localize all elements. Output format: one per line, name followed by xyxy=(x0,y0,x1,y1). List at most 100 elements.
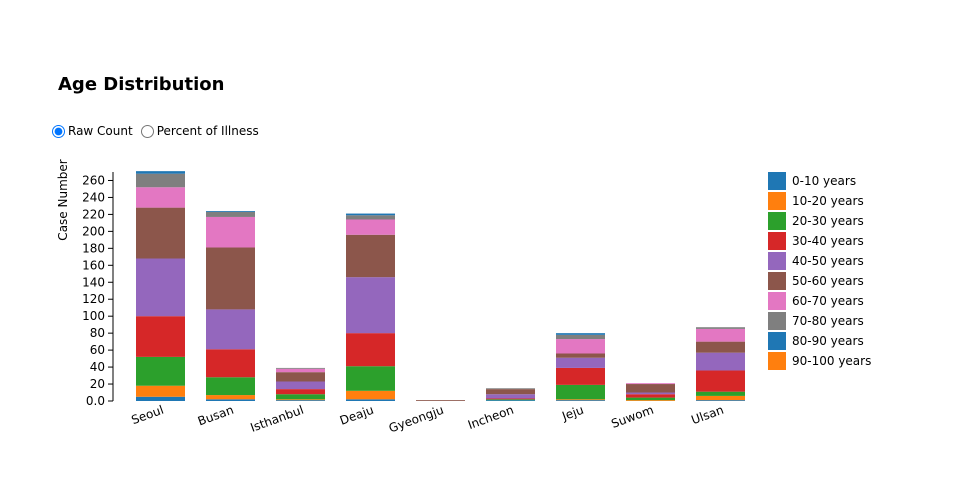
legend-swatch xyxy=(768,192,786,210)
raw-count-option[interactable]: Raw Count xyxy=(52,124,133,138)
bar-segment[interactable] xyxy=(486,394,535,399)
bar-segment[interactable] xyxy=(626,383,675,385)
legend-label: 20-30 years xyxy=(792,214,864,228)
x-tick-label: Incheon xyxy=(466,403,516,432)
bar-segment[interactable] xyxy=(626,400,675,401)
legend-label: 70-80 years xyxy=(792,314,864,328)
bar-segment[interactable] xyxy=(346,333,395,367)
bar-segment[interactable] xyxy=(276,368,325,373)
bar-segment[interactable] xyxy=(556,339,605,354)
bar-segment[interactable] xyxy=(276,400,325,401)
bar-segment[interactable] xyxy=(136,316,185,357)
bar-segment[interactable] xyxy=(206,377,255,396)
legend-label: 90-100 years xyxy=(792,354,871,368)
bar-segment[interactable] xyxy=(206,399,255,401)
bar-segment[interactable] xyxy=(136,258,185,317)
y-tick-label: 180 xyxy=(82,241,105,255)
bar-segment[interactable] xyxy=(626,394,675,398)
bar-segment[interactable] xyxy=(556,357,605,368)
bar-segment[interactable] xyxy=(346,219,395,235)
raw-count-radio[interactable] xyxy=(52,124,65,138)
y-tick-label: 100 xyxy=(82,309,105,323)
bar-segment[interactable] xyxy=(206,211,255,217)
bar-segment[interactable] xyxy=(276,389,325,395)
percent-option[interactable]: Percent of Illness xyxy=(140,124,259,138)
view-mode-toggle: Raw Count Percent of Illness xyxy=(52,124,267,138)
chart-title: Age Distribution xyxy=(58,74,225,95)
y-tick-label: 200 xyxy=(82,224,105,238)
bar-segment[interactable] xyxy=(696,327,745,329)
bar-segment[interactable] xyxy=(346,215,395,220)
y-tick-label: 20 xyxy=(90,377,105,391)
x-tick-label: Busan xyxy=(196,403,236,429)
bar-segment[interactable] xyxy=(696,370,745,392)
legend-swatch xyxy=(768,352,786,370)
bar-segment[interactable] xyxy=(556,400,605,401)
bar-segment[interactable] xyxy=(206,247,255,310)
bar-segment[interactable] xyxy=(486,399,535,401)
y-axis: 0.0 20 40 60 80 100 120 140 160 180 200 220 240 260 xyxy=(82,172,114,408)
bar-segment[interactable] xyxy=(486,400,535,401)
bar-segment[interactable] xyxy=(136,356,185,386)
legend-label: 80-90 years xyxy=(792,334,864,348)
bar-segment[interactable] xyxy=(346,213,395,216)
legend-label: 40-50 years xyxy=(792,254,864,268)
bar-segment[interactable] xyxy=(556,334,605,340)
bar-segment[interactable] xyxy=(696,395,745,401)
bar-segment[interactable] xyxy=(696,400,745,401)
bar-segment[interactable] xyxy=(206,349,255,378)
legend-swatch xyxy=(768,292,786,310)
bar-segment[interactable] xyxy=(136,385,185,397)
bar-segment[interactable] xyxy=(276,372,325,382)
bar-segment[interactable] xyxy=(556,384,605,400)
bar-segment[interactable] xyxy=(276,394,325,400)
bar-segment[interactable] xyxy=(626,384,675,393)
bar-segment[interactable] xyxy=(136,187,185,208)
bar-segment[interactable] xyxy=(556,333,605,335)
bar-segment[interactable] xyxy=(346,366,395,391)
bar-segment[interactable] xyxy=(206,211,255,212)
bar-segment[interactable] xyxy=(136,173,185,188)
legend: 0-10 years 10-20 years 20-30 years 30-40 ye… xyxy=(768,172,871,370)
y-tick-label: 120 xyxy=(82,292,105,306)
x-tick-label: Deaju xyxy=(338,403,376,428)
bar-segment[interactable] xyxy=(206,309,255,350)
y-tick-label: 160 xyxy=(82,258,105,272)
bar-segment[interactable] xyxy=(136,396,185,401)
y-tick-label: 140 xyxy=(82,275,105,289)
bar-segment[interactable] xyxy=(346,390,395,400)
legend-label: 60-70 years xyxy=(792,294,864,308)
bar-segment[interactable] xyxy=(276,381,325,390)
bar-segment[interactable] xyxy=(346,234,395,278)
bar-segment[interactable] xyxy=(556,367,605,385)
bar-segment[interactable] xyxy=(486,389,535,395)
legend-swatch xyxy=(768,332,786,350)
y-axis-label: Case Number xyxy=(56,159,70,240)
bar-segment[interactable] xyxy=(486,388,535,390)
bar-segment[interactable] xyxy=(276,367,325,369)
bar-segment[interactable] xyxy=(696,352,745,371)
legend-swatch xyxy=(768,212,786,230)
bar-segment[interactable] xyxy=(206,395,255,400)
bar-segment[interactable] xyxy=(136,171,185,174)
bar-segment[interactable] xyxy=(556,399,605,401)
legend-swatch xyxy=(768,252,786,270)
bar-segment[interactable] xyxy=(696,328,745,342)
bar-segment[interactable] xyxy=(696,391,745,396)
bar-segment[interactable] xyxy=(696,341,745,353)
bar-segment[interactable] xyxy=(416,400,465,401)
percent-radio[interactable] xyxy=(140,124,154,138)
percent-label: Percent of Illness xyxy=(156,124,259,138)
bar-segment[interactable] xyxy=(626,397,675,401)
bar-segment[interactable] xyxy=(556,353,605,358)
bar-segment[interactable] xyxy=(626,392,675,395)
bar-segment[interactable] xyxy=(486,398,535,400)
bar-segment[interactable] xyxy=(346,277,395,334)
bar-segment[interactable] xyxy=(136,207,185,259)
bar-segment[interactable] xyxy=(346,399,395,401)
legend-swatch xyxy=(768,272,786,290)
bar-segment[interactable] xyxy=(276,399,325,401)
x-tick-label: Isthanbul xyxy=(248,403,305,435)
bar-segment[interactable] xyxy=(206,216,255,248)
y-tick-label: 40 xyxy=(90,360,105,374)
